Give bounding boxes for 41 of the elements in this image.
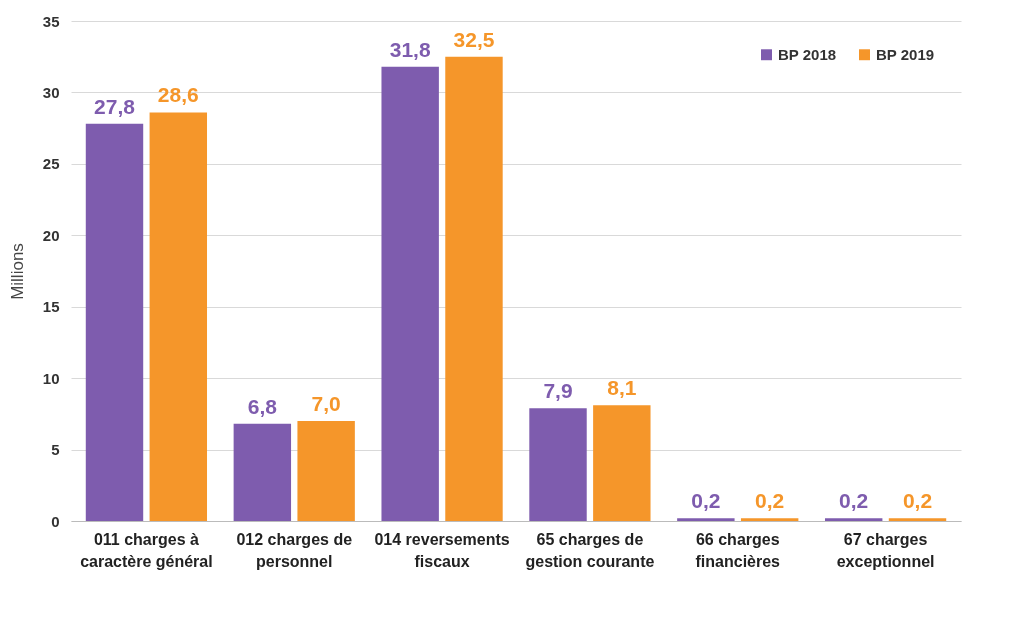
data-label: 0,2 [755, 489, 785, 513]
x-tick-label: 014 reversements fiscaux [374, 530, 510, 570]
x-tick-label: 65 charges de gestion courante [525, 530, 655, 570]
y-tick-label: 15 [42, 298, 60, 316]
data-label: 7,0 [311, 392, 341, 415]
bar [381, 66, 439, 521]
data-label: 0,2 [691, 489, 721, 513]
y-tick-label: 30 [42, 83, 60, 101]
bar [740, 518, 799, 521]
data-label: 0,2 [839, 489, 869, 513]
bar [445, 56, 503, 521]
y-tick-label: 25 [42, 155, 60, 173]
bar [297, 421, 355, 521]
data-label: 7,9 [543, 379, 573, 403]
y-tick-label: 20 [42, 226, 60, 244]
legend-label: BP 2018 [778, 45, 837, 63]
x-tick-label: 011 charges à caractère général [80, 530, 213, 570]
bar [824, 518, 883, 521]
data-label: 8,1 [607, 376, 637, 400]
bar [149, 112, 208, 521]
y-axis-title: Millions [7, 243, 27, 300]
bar [888, 518, 947, 521]
bar [233, 423, 292, 521]
x-tick-label: 67 charges exceptionnel [836, 530, 935, 570]
bar [593, 405, 651, 521]
y-tick-label: 10 [42, 369, 60, 387]
data-label: 6,8 [247, 394, 278, 418]
legend-label: BP 2019 [876, 45, 935, 63]
x-tick-label: 012 charges de personnel [236, 530, 353, 570]
y-tick-label: 0 [51, 512, 60, 530]
y-tick-label: 5 [51, 441, 60, 459]
data-label: 31,8 [389, 37, 431, 61]
data-label: 27,8 [94, 94, 136, 118]
y-tick-label: 35 [42, 12, 60, 30]
x-tick-label: 66 charges financières [695, 530, 781, 570]
bar [529, 408, 587, 521]
data-label: 0,2 [902, 489, 933, 513]
bar [677, 518, 735, 521]
bar [85, 123, 144, 521]
data-label: 32,5 [453, 27, 495, 51]
data-label: 28,6 [157, 83, 199, 107]
